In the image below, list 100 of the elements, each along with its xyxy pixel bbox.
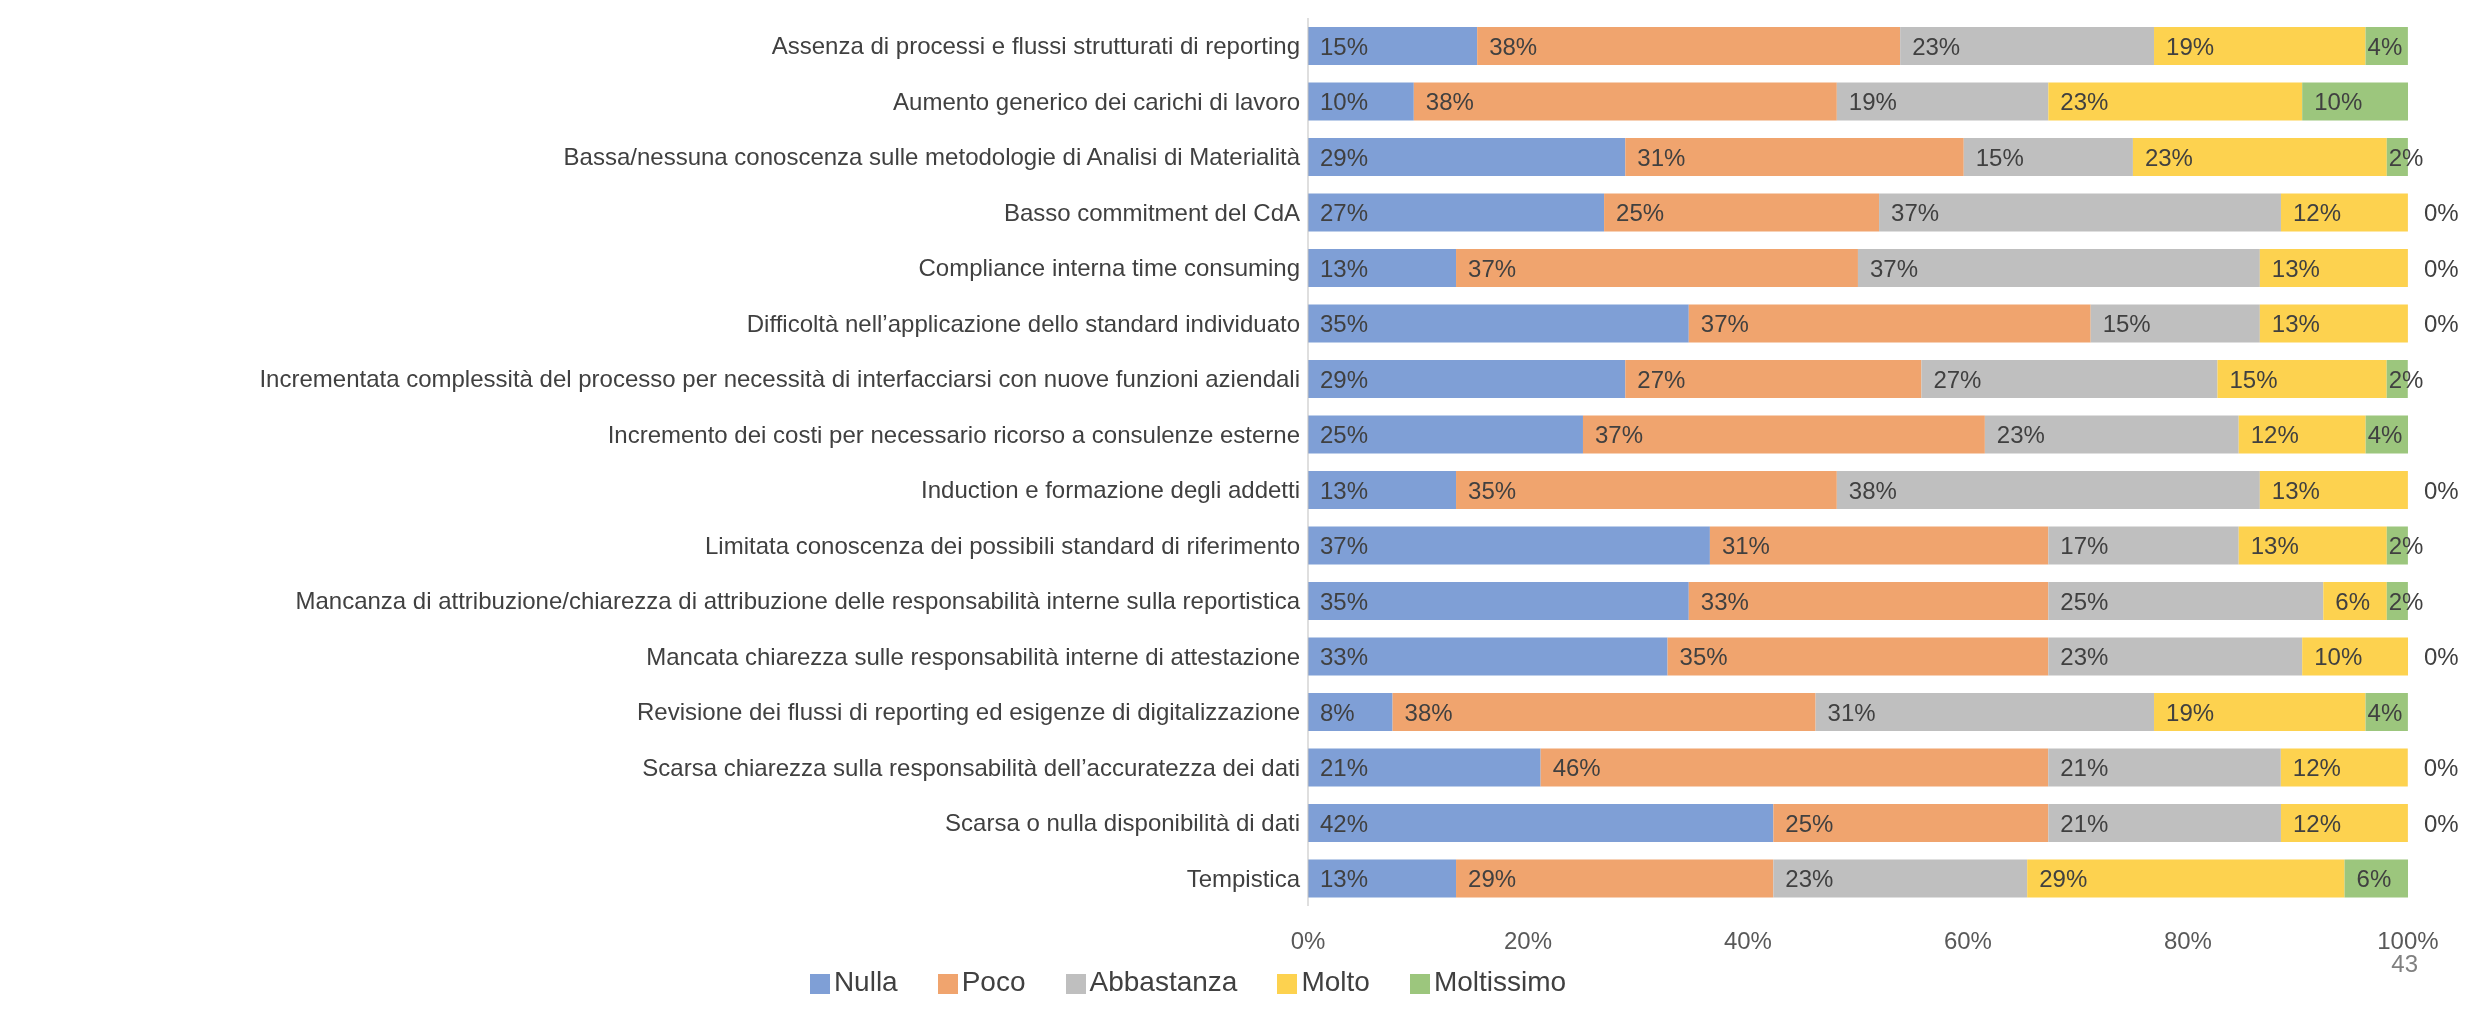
data-label: 29% xyxy=(2039,865,2088,892)
data-label: 13% xyxy=(2271,310,2320,337)
data-label: 38% xyxy=(1848,476,1897,504)
legend-label: Nulla xyxy=(833,966,898,997)
y-tick-label: Incrementata complessità del processo per necessità di interfacciarsi con nuove funzioni aziendali xyxy=(259,365,1300,393)
bar xyxy=(1308,415,1583,454)
y-tick-label: Tempistica xyxy=(1186,864,1301,892)
bar xyxy=(1456,471,1837,509)
data-label: 23% xyxy=(1996,421,2045,448)
data-label: 19% xyxy=(2166,698,2215,726)
bar xyxy=(2027,859,2345,898)
data-label: 13% xyxy=(2271,254,2320,282)
bar xyxy=(1879,193,2281,232)
data-label: 15% xyxy=(1975,143,2024,171)
data-label: 4% xyxy=(2367,698,2403,726)
bar xyxy=(2259,304,2408,343)
bar xyxy=(1540,748,2049,787)
legend-label: Poco xyxy=(961,966,1026,997)
y-tick-label: Basso commitment del CdA xyxy=(1003,198,1300,226)
bar xyxy=(1963,138,2133,176)
data-label: 0% xyxy=(2424,643,2459,670)
data-label: 37% xyxy=(1320,532,1369,559)
bar xyxy=(2090,304,2260,343)
y-tick-label: Scarsa o nulla disponibilità di dati xyxy=(945,809,1300,837)
data-label: 33% xyxy=(1700,587,1749,615)
bar xyxy=(1308,471,1457,509)
data-label: 17% xyxy=(2060,532,2109,559)
bar xyxy=(1308,360,1626,398)
y-tick-label: Mancata chiarezza sulle responsabilità interne di attestazione xyxy=(646,642,1300,670)
data-label: 15% xyxy=(1320,32,1369,60)
bar xyxy=(2048,637,2303,676)
data-label: 19% xyxy=(1848,88,1897,115)
data-label: 35% xyxy=(1679,643,1728,670)
bar xyxy=(1688,304,2091,343)
data-label: 29% xyxy=(1320,365,1369,393)
bar xyxy=(1308,138,1626,176)
data-label: 0% xyxy=(2423,754,2459,781)
y-tick-label: Aumento generico dei carichi di lavoro xyxy=(893,87,1300,115)
bar xyxy=(2302,637,2408,676)
bar xyxy=(2302,82,2408,121)
bar xyxy=(1308,804,1774,842)
bar xyxy=(1773,859,2028,898)
data-label: 13% xyxy=(2271,476,2320,504)
bar xyxy=(1308,193,1605,232)
data-label: 19% xyxy=(2166,32,2215,60)
bar xyxy=(2280,193,2408,232)
data-label: 21% xyxy=(1320,754,1369,781)
bar xyxy=(1413,82,1837,121)
data-label: 35% xyxy=(1468,476,1517,504)
data-label: 23% xyxy=(2060,643,2109,670)
data-label: 33% xyxy=(1320,643,1369,670)
y-tick-label: Assenza di processi e flussi strutturati di reporting xyxy=(771,32,1300,60)
bar xyxy=(1667,637,2049,676)
bar xyxy=(2048,526,2239,565)
y-tick-label: Incremento dei costi per necessario ricorso a consulenze esterne xyxy=(607,420,1300,448)
data-label: 23% xyxy=(2144,143,2193,171)
bar xyxy=(1921,360,2218,398)
data-label: 29% xyxy=(1468,865,1517,892)
bar xyxy=(2280,804,2408,842)
legend-label: Moltissimo xyxy=(1433,966,1567,997)
data-label: 0% xyxy=(2423,199,2459,226)
data-label: 35% xyxy=(1320,310,1369,337)
bar xyxy=(1456,249,1858,287)
y-tick-label: Induction e formazione degli addetti xyxy=(921,476,1300,504)
bar xyxy=(2048,748,2281,787)
bar xyxy=(2217,360,2387,398)
data-label: 27% xyxy=(1637,365,1686,393)
y-tick-label: Mancanza di attribuzione/chiarezza di attribuzione delle responsabilità interne sulla reportistica xyxy=(295,587,1301,615)
data-label: 31% xyxy=(1827,698,1876,726)
bar xyxy=(1625,360,1922,398)
bar xyxy=(1625,138,1964,176)
y-tick-label: Scarsa chiarezza sulla responsabilità dell’accuratezza dei dati xyxy=(642,753,1300,781)
bar xyxy=(1308,82,1414,121)
bar xyxy=(1308,637,1668,676)
bar xyxy=(2132,138,2387,176)
data-label: 25% xyxy=(1785,809,1834,837)
data-label: 15% xyxy=(2102,310,2151,337)
data-label: 21% xyxy=(2060,754,2109,781)
data-label: 10% xyxy=(1320,88,1369,115)
data-label: 10% xyxy=(2314,88,2363,115)
bar xyxy=(2280,748,2408,787)
data-label: 23% xyxy=(2060,88,2109,115)
bar xyxy=(2048,82,2303,121)
data-label: 0% xyxy=(2423,809,2459,837)
bar xyxy=(2259,249,2408,287)
y-tick-label: Limitata conoscenza dei possibili standard di riferimento xyxy=(705,531,1300,559)
data-label: 6% xyxy=(2356,865,2392,892)
y-tick-label: Difficoltà nell’applicazione dello standard individuato xyxy=(746,309,1300,337)
bar xyxy=(1900,27,2155,65)
bar xyxy=(1815,693,2155,731)
bar xyxy=(1773,804,2049,842)
data-label: 25% xyxy=(2060,587,2109,615)
bar xyxy=(1308,249,1457,287)
bar xyxy=(1709,526,2049,565)
data-label: 38% xyxy=(1425,88,1474,115)
x-tick-label: 60% xyxy=(1943,927,1992,955)
bar xyxy=(1392,693,1816,731)
data-label: 8% xyxy=(1320,698,1355,726)
bar xyxy=(1604,193,1880,232)
data-label: 38% xyxy=(1489,32,1538,60)
